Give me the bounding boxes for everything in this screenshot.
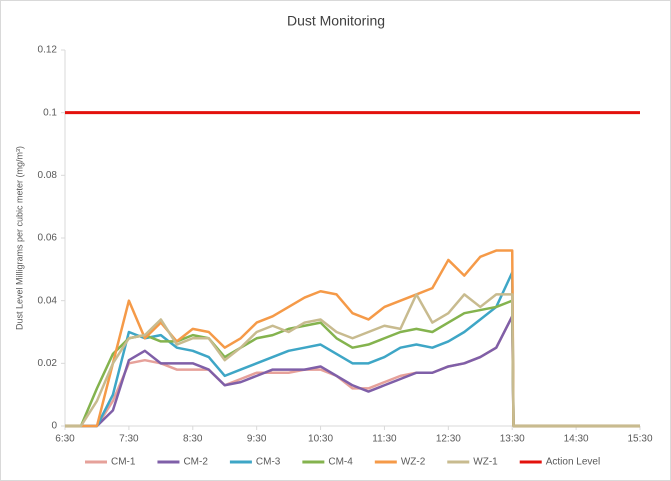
legend-label: CM-4 xyxy=(328,457,353,468)
data-line xyxy=(65,293,640,428)
x-tick-label: 10:30 xyxy=(308,434,333,445)
legend-label: WZ-1 xyxy=(473,457,498,468)
data-line xyxy=(65,271,640,428)
y-tick-label: 0.02 xyxy=(38,358,58,369)
x-tick-label: 8:30 xyxy=(183,434,203,445)
legend-label: WZ-2 xyxy=(401,457,426,468)
legend-label: CM-3 xyxy=(256,457,281,468)
y-tick-label: 0.04 xyxy=(38,295,58,306)
y-tick-label: 0 xyxy=(51,421,57,432)
data-line xyxy=(65,299,640,428)
x-tick-label: 14:30 xyxy=(564,434,589,445)
y-tick-label: 0.08 xyxy=(38,170,58,181)
y-tick-label: 0.12 xyxy=(38,45,58,56)
x-tick-label: 7:30 xyxy=(119,434,139,445)
x-tick-label: 15:30 xyxy=(627,434,652,445)
chart-title: Dust Monitoring xyxy=(287,13,385,29)
data-line xyxy=(65,249,640,428)
x-tick-label: 12:30 xyxy=(436,434,461,445)
x-tick-label: 11:30 xyxy=(372,434,397,445)
y-tick-label: 0.1 xyxy=(43,107,57,118)
legend-label: CM-2 xyxy=(183,457,208,468)
legend-label: Action Level xyxy=(546,457,600,468)
y-tick-label: 0.06 xyxy=(38,233,58,244)
y-axis-label: Dust Level Milligrams per cubic meter (m… xyxy=(14,146,24,330)
x-tick-label: 9:30 xyxy=(247,434,267,445)
x-tick-label: 6:30 xyxy=(55,434,75,445)
data-line xyxy=(65,315,640,428)
legend-label: CM-1 xyxy=(111,457,136,468)
x-tick-label: 13:30 xyxy=(500,434,525,445)
